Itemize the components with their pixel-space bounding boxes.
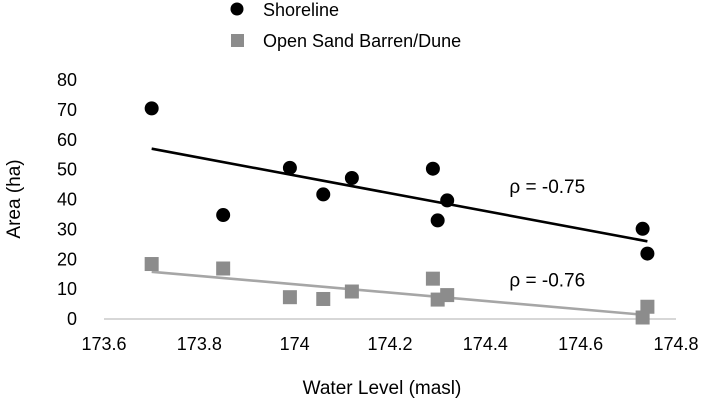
x-tick-label: 174.8	[653, 334, 698, 354]
data-point-series-1	[425, 271, 440, 286]
y-axis-title: Area (ha)	[4, 159, 25, 238]
legend: Shoreline Open Sand Barren/Dune	[230, 0, 461, 51]
data-point-series-0	[316, 187, 331, 202]
y-tick-label: 30	[57, 219, 77, 239]
data-point-series-0	[144, 101, 159, 116]
x-tick-label: 173.6	[81, 334, 126, 354]
y-tick-label: 50	[57, 160, 77, 180]
y-tick-label: 20	[57, 249, 77, 269]
x-tick-label: 174	[280, 334, 310, 354]
y-tick-label: 70	[57, 100, 77, 120]
trendline-series-0	[151, 147, 648, 243]
data-point-series-0	[282, 160, 297, 175]
y-tick-label: 80	[57, 70, 77, 90]
data-point-series-1	[316, 291, 331, 306]
x-axis-title: Water Level (masl)	[303, 378, 462, 399]
y-tick-label: 0	[67, 309, 77, 329]
data-point-series-1	[440, 288, 455, 303]
data-point-series-1	[144, 257, 159, 272]
data-point-series-1	[216, 261, 231, 276]
trendline-series-1	[151, 270, 648, 317]
x-tick-label: 174.6	[558, 334, 603, 354]
legend-marker-open-sand-barren-dune	[231, 34, 244, 47]
x-tick-labels: 173.6 173.8 174 174.2 174.4 174.6 174.8	[81, 334, 698, 354]
data-point-series-0	[216, 208, 231, 223]
correlation-label-series-1: ρ = -0.76	[509, 270, 585, 291]
legend-label-open-sand-barren-dune: Open Sand Barren/Dune	[263, 31, 461, 51]
data-point-series-0	[344, 170, 359, 185]
data-point-series-1	[640, 299, 655, 314]
y-tick-label: 10	[57, 279, 77, 299]
data-point-series-0	[430, 213, 445, 228]
data-point-series-1	[635, 310, 650, 325]
y-tick-label: 60	[57, 130, 77, 150]
data-point-series-1	[344, 284, 359, 299]
data-points	[144, 101, 655, 325]
data-point-series-0	[425, 161, 440, 176]
legend-label-shoreline: Shoreline	[263, 0, 339, 20]
y-tick-labels: 0 10 20 30 40 50 60 70 80	[57, 70, 77, 329]
data-point-series-0	[440, 193, 455, 208]
legend-item-shoreline: Shoreline	[230, 0, 339, 20]
data-point-series-0	[635, 221, 650, 236]
x-tick-label: 174.4	[463, 334, 508, 354]
correlation-label-series-0: ρ = -0.75	[509, 177, 585, 198]
data-point-series-0	[640, 246, 655, 261]
correlation-annotations: ρ = -0.75 ρ = -0.76	[509, 177, 585, 291]
x-tick-label: 173.8	[177, 334, 222, 354]
data-point-series-1	[282, 290, 297, 305]
legend-item-open-sand-barren-dune: Open Sand Barren/Dune	[231, 31, 461, 51]
trendlines	[151, 147, 648, 317]
legend-marker-shoreline	[230, 2, 244, 16]
y-tick-label: 40	[57, 190, 77, 210]
x-tick-label: 174.2	[367, 334, 412, 354]
